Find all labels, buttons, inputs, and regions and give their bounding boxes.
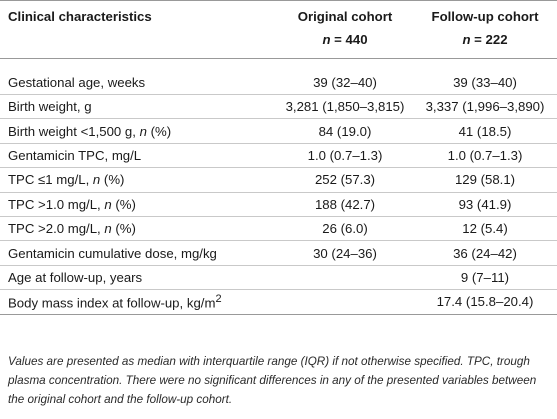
table-row: Age at follow-up, years 9 (7–11) xyxy=(0,265,557,291)
row-label: Birth weight, g xyxy=(0,94,277,120)
header-clinical-characteristics: Clinical characteristics xyxy=(0,0,277,31)
row-label: Body mass index at follow-up, kg/m2 xyxy=(0,289,277,315)
row-label: Birth weight <1,500 g, n (%) xyxy=(0,118,277,144)
table-row: Birth weight, g 3,281 (1,850–3,815) 3,33… xyxy=(0,94,557,120)
table-row: Body mass index at follow-up, kg/m2 17.4… xyxy=(0,289,557,315)
original-value: 252 (57.3) xyxy=(277,167,413,193)
row-label: TPC ≤1 mg/L, n (%) xyxy=(0,167,277,193)
header-blank xyxy=(0,31,277,59)
table-row: TPC >1.0 mg/L, n (%) 188 (42.7) 93 (41.9… xyxy=(0,192,557,217)
follow-up-value: 39 (33–40) xyxy=(413,58,557,95)
follow-up-value: 3,337 (1,996–3,890) xyxy=(413,94,557,120)
follow-up-value: 17.4 (15.8–20.4) xyxy=(413,289,557,315)
header-original-cohort: Original cohort xyxy=(277,0,413,31)
follow-up-value: 1.0 (0.7–1.3) xyxy=(413,143,557,169)
table-footnote: Values are presented as median with inte… xyxy=(8,355,537,406)
original-value xyxy=(277,289,413,315)
table-row: TPC >2.0 mg/L, n (%) 26 (6.0) 12 (5.4) xyxy=(0,216,557,242)
follow-up-value: 93 (41.9) xyxy=(413,192,557,217)
clinical-characteristics-table: Clinical characteristics Original cohort… xyxy=(0,0,557,315)
header-n-follow-up: n = 222 xyxy=(413,31,557,59)
follow-up-value: 12 (5.4) xyxy=(413,216,557,242)
header-n-original: n = 440 xyxy=(277,31,413,59)
original-value: 84 (19.0) xyxy=(277,118,413,144)
row-label: TPC >1.0 mg/L, n (%) xyxy=(0,192,277,217)
header-follow-up-cohort: Follow-up cohort xyxy=(413,0,557,31)
original-value: 30 (24–36) xyxy=(277,240,413,266)
original-value: 188 (42.7) xyxy=(277,192,413,217)
table-row: Gestational age, weeks 39 (32–40) 39 (33… xyxy=(0,58,557,95)
table-row: Birth weight <1,500 g, n (%) 84 (19.0) 4… xyxy=(0,118,557,144)
table-row: TPC ≤1 mg/L, n (%) 252 (57.3) 129 (58.1) xyxy=(0,167,557,193)
follow-up-value: 9 (7–11) xyxy=(413,265,557,291)
table-row: Gentamicin TPC, mg/L 1.0 (0.7–1.3) 1.0 (… xyxy=(0,143,557,169)
original-value: 3,281 (1,850–3,815) xyxy=(277,94,413,120)
follow-up-value: 129 (58.1) xyxy=(413,167,557,193)
row-label: TPC >2.0 mg/L, n (%) xyxy=(0,216,277,242)
follow-up-value: 36 (24–42) xyxy=(413,240,557,266)
original-value: 1.0 (0.7–1.3) xyxy=(277,143,413,169)
original-value: 39 (32–40) xyxy=(277,58,413,95)
row-label: Age at follow-up, years xyxy=(0,265,277,291)
table-row: Gentamicin cumulative dose, mg/kg 30 (24… xyxy=(0,240,557,266)
follow-up-value: 41 (18.5) xyxy=(413,118,557,144)
original-value: 26 (6.0) xyxy=(277,216,413,242)
row-label: Gentamicin cumulative dose, mg/kg xyxy=(0,240,277,266)
row-label: Gestational age, weeks xyxy=(0,58,277,95)
row-label: Gentamicin TPC, mg/L xyxy=(0,143,277,169)
original-value xyxy=(277,265,413,291)
